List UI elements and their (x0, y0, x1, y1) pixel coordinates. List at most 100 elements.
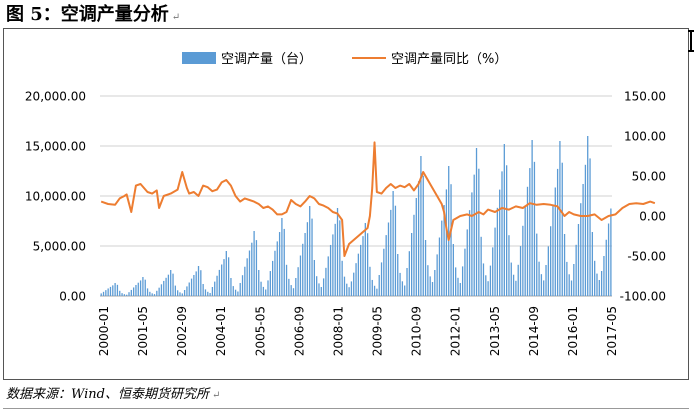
production-bar (496, 207, 499, 296)
production-bar (436, 254, 438, 296)
production-bar (445, 189, 448, 296)
production-bar (202, 284, 204, 296)
production-bar (327, 256, 329, 296)
production-bar (512, 274, 515, 296)
production-bar (216, 275, 218, 296)
production-bar (378, 275, 380, 296)
production-bar (188, 282, 190, 296)
production-bar (260, 281, 262, 296)
production-bar (255, 240, 258, 296)
production-bar (285, 264, 288, 296)
production-bar (501, 171, 503, 296)
production-bar (459, 283, 461, 296)
x-axis-tick-label: 2017-05 (605, 306, 619, 356)
production-bar (392, 191, 394, 296)
x-axis-tick-label: 2005-05 (253, 306, 267, 356)
production-bar (427, 265, 429, 296)
data-source-text: 数据来源：Wind、恒泰期货研究所 (6, 387, 209, 402)
production-bar (207, 291, 209, 296)
production-bar (281, 218, 283, 296)
production-bar (545, 265, 547, 296)
production-bar (234, 289, 237, 296)
x-axis-tick-label: 2001-05 (136, 306, 150, 356)
production-bar (112, 285, 114, 296)
production-bar (244, 266, 246, 296)
production-bar (411, 233, 413, 296)
x-axis-labels: 2000-01 2001-05 2002-09 2004-01 2005-05 2006-… (97, 306, 619, 356)
production-bars (100, 136, 612, 296)
production-bar (482, 263, 485, 296)
left-axis-tick-label: 15,000.00 (25, 140, 86, 154)
production-bar (371, 279, 373, 296)
legend: 空调产量（台） 空调产量同比（%） (182, 52, 507, 67)
left-axis-labels: 0.00 5,000.00 10,000.00 15,000.00 20,000.00 (25, 90, 86, 304)
right-axis-tick-label: 100.00 (624, 130, 666, 144)
production-bar (443, 205, 445, 296)
production-bar (258, 270, 260, 296)
production-bar (487, 281, 489, 296)
production-bar (499, 189, 501, 296)
production-bar (232, 286, 234, 296)
production-bar (543, 280, 545, 296)
production-bar (464, 248, 466, 296)
production-bar (448, 166, 450, 296)
production-bar (341, 260, 343, 296)
production-bar (422, 175, 424, 296)
production-bar (362, 236, 364, 296)
production-bar (322, 278, 325, 296)
production-bar (179, 292, 181, 296)
production-bar (167, 274, 170, 296)
production-bar (413, 214, 415, 296)
production-bar (128, 292, 130, 296)
production-bar (559, 141, 561, 296)
production-bar (598, 280, 600, 296)
production-bar (485, 275, 487, 296)
production-bar (172, 273, 174, 296)
production-bar (538, 261, 540, 296)
production-bar (547, 246, 549, 296)
production-bar (313, 260, 315, 296)
production-bar (600, 271, 603, 296)
production-bar (466, 229, 468, 296)
production-bar (406, 268, 408, 296)
production-bar (211, 287, 214, 296)
production-bar (591, 232, 594, 296)
production-bar (394, 205, 397, 296)
production-bar (146, 288, 149, 296)
production-bar (230, 278, 232, 296)
production-bar (262, 286, 265, 296)
production-bar (181, 293, 183, 296)
production-bar (135, 284, 137, 296)
production-bar (290, 285, 292, 296)
production-bar (137, 282, 139, 296)
production-bar (325, 267, 327, 296)
production-bar (505, 165, 508, 296)
production-bar (267, 280, 269, 296)
production-bar (116, 284, 119, 296)
x-axis-tick-label: 2010-09 (410, 306, 424, 356)
production-bar (109, 286, 112, 296)
production-bar (227, 257, 230, 296)
production-bar (524, 205, 526, 296)
x-axis-tick-label: 2012-01 (449, 306, 463, 356)
production-bar (434, 270, 436, 296)
production-bar (577, 224, 580, 296)
production-bar (473, 174, 475, 296)
production-bar (209, 293, 211, 296)
production-bar (121, 293, 123, 296)
production-bar (522, 225, 524, 296)
production-bar (489, 265, 492, 296)
production-bar (193, 275, 195, 296)
production-bar (457, 277, 459, 296)
production-bar (556, 168, 559, 296)
text-cursor-icon (688, 30, 694, 52)
production-bar (197, 266, 200, 296)
production-bar (123, 294, 126, 296)
production-bar (475, 148, 478, 296)
production-bar (102, 291, 105, 296)
production-bar (492, 247, 494, 296)
production-bar (186, 286, 188, 296)
right-axis-tick-label: 0.00 (639, 210, 666, 224)
production-bar (119, 290, 121, 296)
production-bar (160, 284, 163, 296)
